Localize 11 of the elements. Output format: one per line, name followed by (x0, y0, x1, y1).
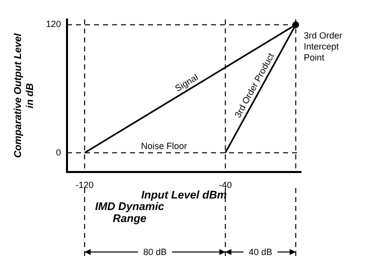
x-tick-label: -40 (218, 180, 232, 190)
text: 40 dB (248, 247, 272, 257)
text: 80 dB (143, 247, 167, 257)
x-tick-label: -120 (76, 180, 94, 190)
y-axis-title: Comparative Output Level in dB (12, 33, 36, 158)
y-tick-label: 120 (46, 19, 62, 30)
y-tick-label: 0 (56, 147, 62, 158)
text: IMD Dynamic Range (95, 201, 164, 225)
annotation: 3rd Order Intercept Point (304, 30, 342, 63)
ref-line-label: Noise Floor (141, 140, 188, 151)
x-axis-title: Input Level dBm (141, 189, 228, 202)
